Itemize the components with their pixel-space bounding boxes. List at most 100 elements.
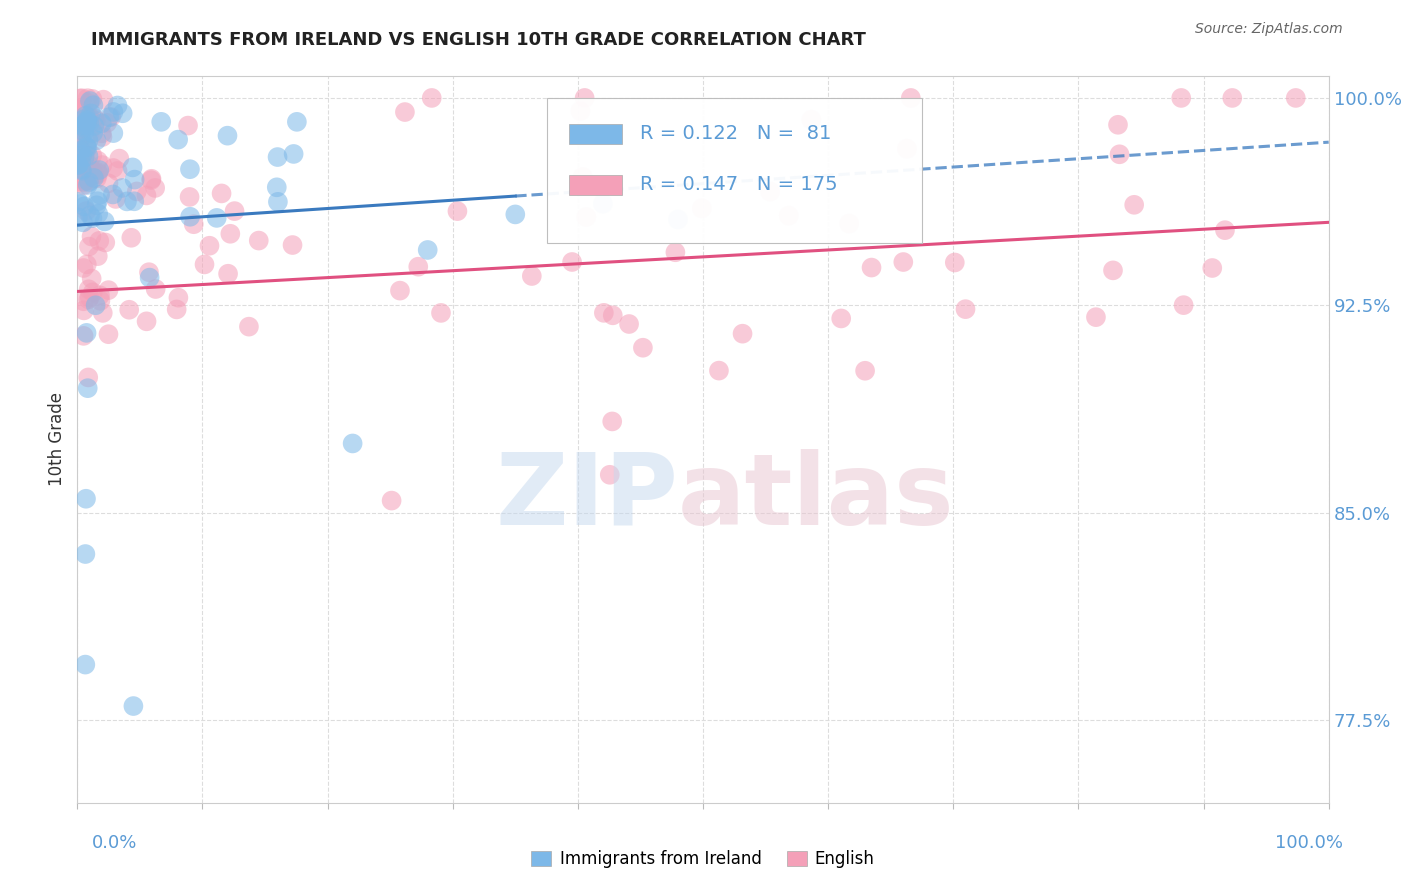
Point	[70, 163, 93, 178]
Point	[82, 92, 104, 106]
Point	[82, 98, 104, 112]
Point	[122, 194, 145, 209]
Text: 0.0%: 0.0%	[91, 834, 136, 852]
Point	[217, 267, 239, 281]
Point	[75, 139, 97, 153]
Point	[72, 176, 94, 190]
Point	[67, 169, 90, 184]
Point	[574, 91, 596, 105]
Point	[138, 270, 160, 285]
Point	[75, 147, 97, 161]
Point	[617, 317, 640, 331]
Point	[83, 111, 105, 125]
Point	[76, 178, 98, 192]
Point	[67, 175, 90, 189]
Point	[76, 117, 98, 131]
Point	[75, 110, 97, 124]
Point	[67, 166, 90, 180]
Point	[70, 129, 93, 144]
Point	[1107, 118, 1129, 132]
Point	[664, 245, 686, 260]
Point	[67, 144, 90, 158]
Point	[420, 91, 443, 105]
Point	[76, 257, 98, 271]
Point	[77, 370, 100, 384]
Point	[1213, 223, 1236, 237]
Point	[118, 302, 141, 317]
Point	[75, 168, 97, 182]
Point	[1102, 263, 1125, 277]
Point	[211, 186, 233, 201]
Point	[97, 327, 120, 342]
Point	[115, 194, 138, 209]
Point	[72, 329, 94, 343]
Point	[72, 260, 94, 275]
Point	[143, 181, 166, 195]
Point	[97, 283, 120, 297]
Point	[70, 156, 93, 170]
FancyBboxPatch shape	[569, 124, 621, 145]
Point	[79, 94, 101, 108]
Point	[87, 153, 110, 168]
Point	[183, 217, 205, 231]
Point	[77, 149, 100, 163]
Point	[93, 93, 115, 107]
Point	[90, 116, 112, 130]
Point	[73, 120, 96, 135]
Legend: Immigrants from Ireland, English: Immigrants from Ireland, English	[524, 843, 882, 874]
Point	[224, 204, 246, 219]
FancyBboxPatch shape	[569, 175, 621, 195]
Point	[75, 173, 97, 187]
Point	[778, 209, 800, 223]
Point	[830, 311, 852, 326]
Point	[103, 126, 125, 140]
Text: R = 0.147   N = 175: R = 0.147 N = 175	[641, 176, 838, 194]
Point	[111, 181, 134, 195]
Point	[561, 255, 583, 269]
Point	[82, 148, 104, 162]
Point	[104, 192, 127, 206]
Point	[592, 306, 614, 320]
Point	[77, 175, 100, 189]
Point	[800, 112, 823, 127]
Point	[759, 185, 782, 199]
Point	[70, 104, 93, 119]
Point	[205, 211, 228, 225]
Point	[281, 238, 304, 252]
Point	[247, 234, 270, 248]
Point	[77, 168, 100, 182]
Point	[266, 150, 288, 164]
FancyBboxPatch shape	[547, 97, 922, 243]
Point	[69, 138, 91, 153]
Point	[1108, 147, 1130, 161]
Point	[76, 326, 98, 340]
Point	[75, 547, 97, 561]
Point	[76, 381, 98, 395]
Point	[72, 163, 94, 178]
Point	[1173, 298, 1195, 312]
Point	[83, 170, 105, 185]
Text: IMMIGRANTS FROM IRELAND VS ENGLISH 10TH GRADE CORRELATION CHART: IMMIGRANTS FROM IRELAND VS ENGLISH 10TH …	[91, 31, 866, 49]
Point	[145, 282, 167, 296]
Point	[69, 162, 91, 177]
Point	[666, 212, 689, 227]
Point	[167, 133, 190, 147]
Point	[83, 168, 105, 182]
Point	[853, 364, 876, 378]
Point	[111, 106, 134, 120]
Point	[107, 164, 129, 178]
Point	[179, 210, 201, 224]
Point	[69, 103, 91, 118]
Point	[79, 166, 101, 180]
Point	[69, 164, 91, 178]
Point	[73, 303, 96, 318]
Point	[69, 133, 91, 147]
Point	[342, 436, 364, 450]
Point	[76, 91, 98, 105]
Point	[76, 139, 98, 153]
Point	[1170, 91, 1192, 105]
Point	[70, 163, 93, 178]
Point	[70, 131, 93, 145]
Point	[67, 158, 90, 172]
Point	[394, 105, 416, 120]
